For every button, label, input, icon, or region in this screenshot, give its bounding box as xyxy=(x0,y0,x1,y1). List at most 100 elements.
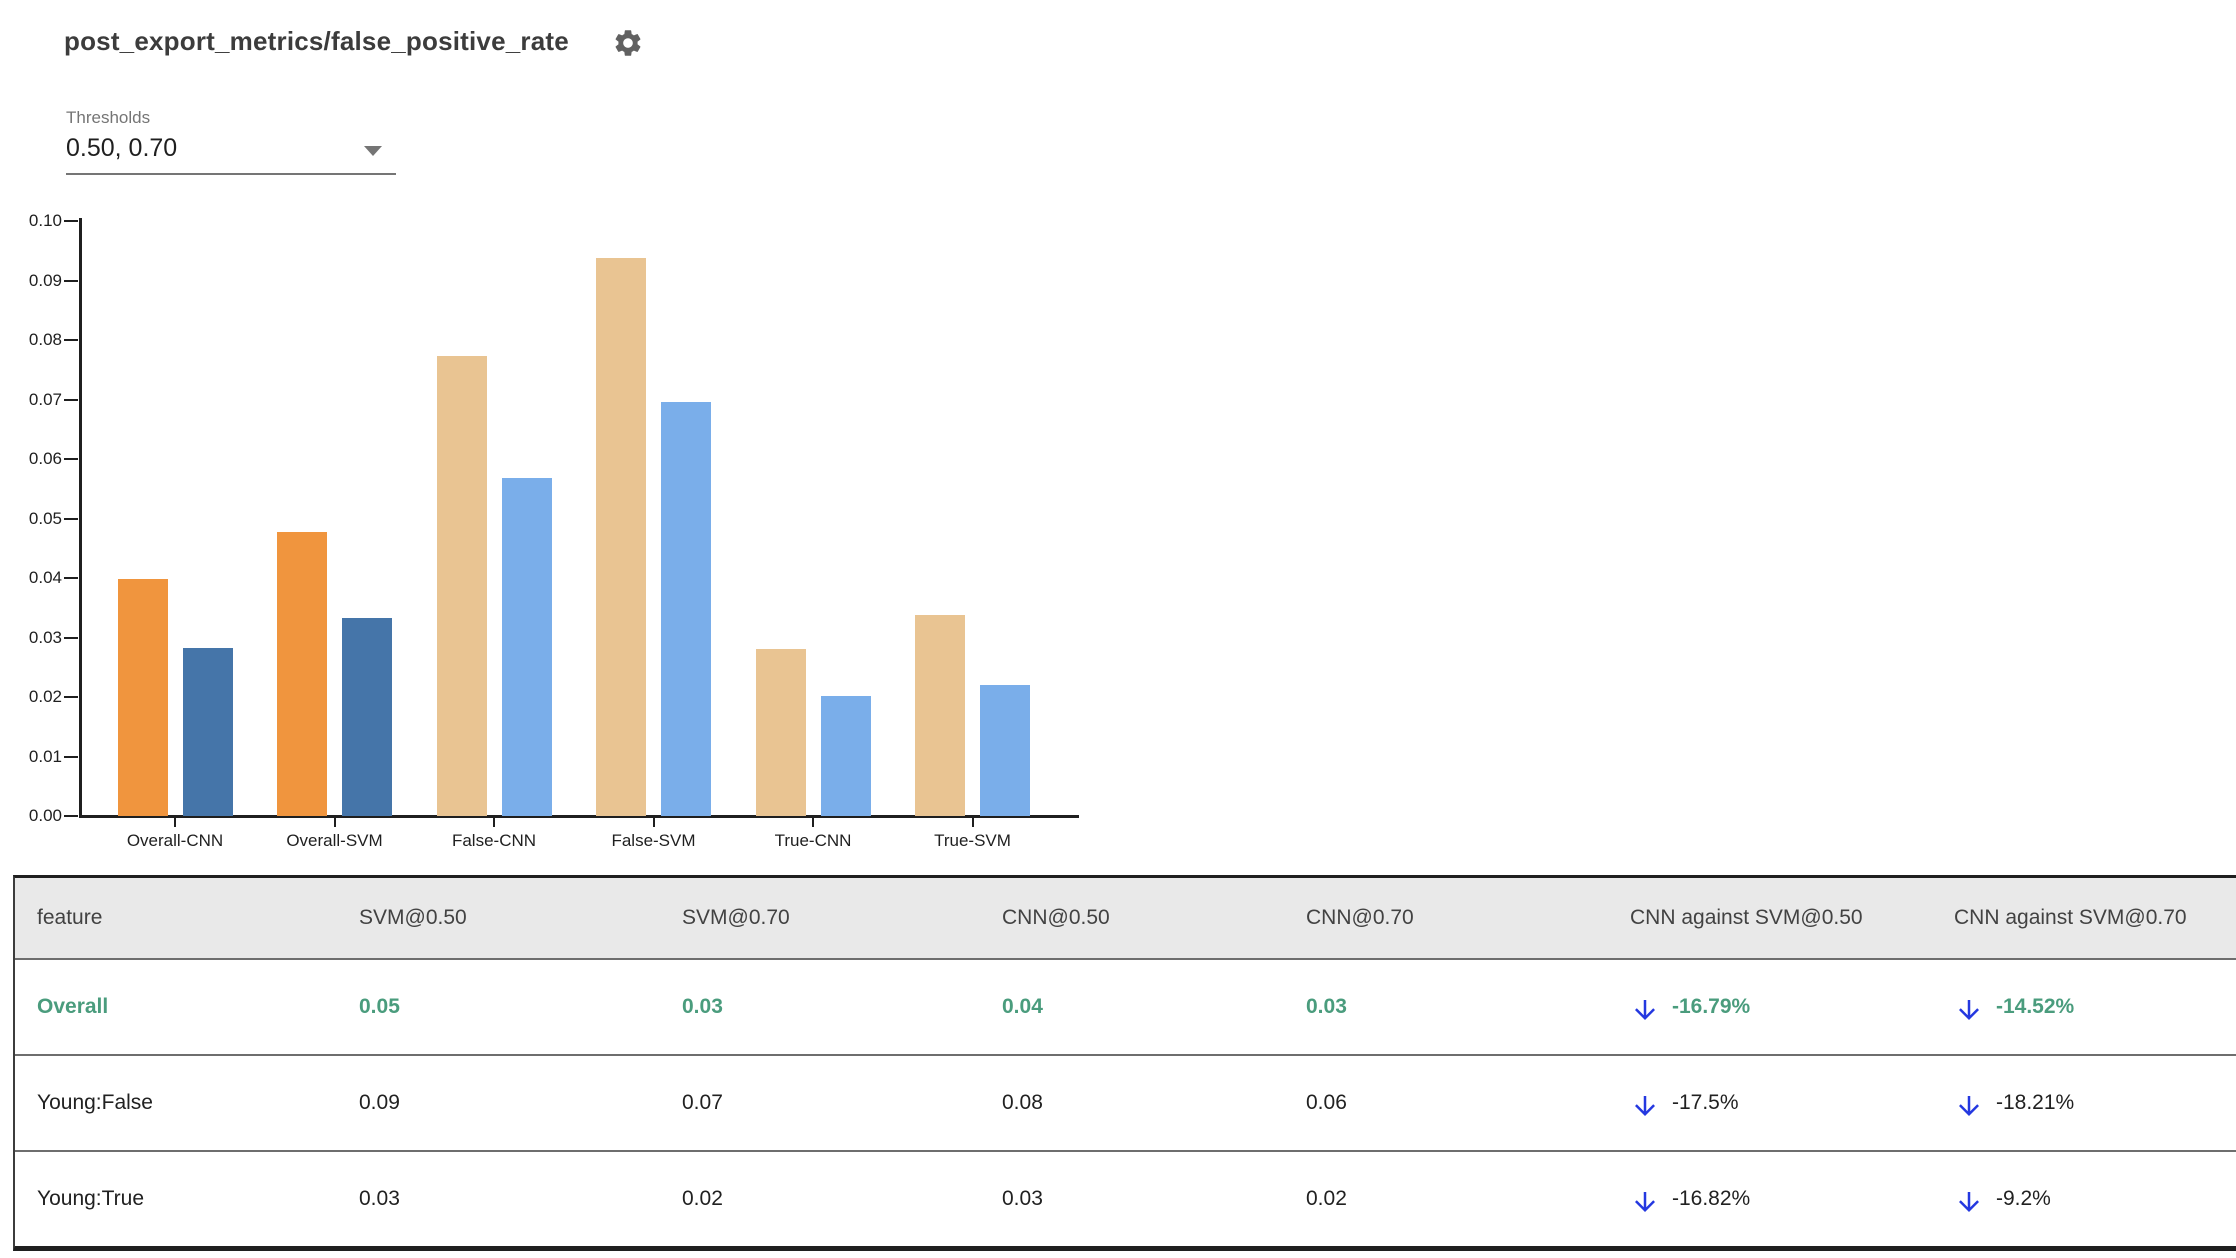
column-header-cnn-vs-svm-070: CNN against SVM@0.70 xyxy=(1954,906,2187,929)
comparison-cell: -17.5% xyxy=(1608,1085,1932,1121)
y-axis-label: 0.08 xyxy=(28,330,62,349)
y-axis-label: 0.10 xyxy=(28,211,62,230)
bar-overall-svm-threshold-0.50[interactable] xyxy=(277,532,327,816)
value-cell: 0.05 xyxy=(359,995,400,1018)
table-header-row: feature SVM@0.50 SVM@0.70 CNN@0.50 CNN@0… xyxy=(15,878,2236,960)
y-axis-tick xyxy=(64,517,78,520)
y-axis-label: 0.01 xyxy=(28,746,62,766)
bar-false-cnn-threshold-0.50[interactable] xyxy=(436,356,487,816)
arrow-down-icon xyxy=(1630,1181,1660,1217)
table-row-overall: Overall 0.05 0.03 0.04 0.03 -16.79% -14.… xyxy=(15,960,2236,1056)
thresholds-control: Thresholds 0.50, 0.70 xyxy=(66,108,396,175)
column-header-svm-070: SVM@0.70 xyxy=(682,906,790,929)
metrics-table: feature SVM@0.50 SVM@0.70 CNN@0.50 CNN@0… xyxy=(13,875,2236,1251)
x-axis-tick xyxy=(493,818,495,827)
column-header-cnn-vs-svm-050: CNN against SVM@0.50 xyxy=(1630,906,1863,929)
value-cell: 0.03 xyxy=(1002,1187,1043,1210)
bar-false-cnn-threshold-0.70[interactable] xyxy=(501,478,552,816)
comparison-cell: -16.79% xyxy=(1608,989,1932,1025)
chevron-down-icon xyxy=(364,146,382,156)
x-axis-label: Overall-CNN xyxy=(126,831,224,850)
value-cell: 0.06 xyxy=(1306,1091,1347,1114)
y-axis-label: 0.03 xyxy=(28,627,62,647)
y-axis-line xyxy=(79,218,82,818)
arrow-down-icon xyxy=(1954,989,1984,1025)
value-cell: 0.07 xyxy=(682,1091,723,1114)
comparison-percent: -9.2% xyxy=(1996,1187,2051,1210)
value-cell: 0.02 xyxy=(682,1187,723,1210)
value-cell: 0.04 xyxy=(1002,995,1043,1018)
comparison-cell: -9.2% xyxy=(1932,1181,2236,1217)
table-row-young-false: Young:False 0.09 0.07 0.08 0.06 -17.5% -… xyxy=(15,1056,2236,1152)
settings-button[interactable] xyxy=(611,27,645,61)
feature-cell: Overall xyxy=(37,995,109,1018)
column-header-cnn-050: CNN@0.50 xyxy=(1002,906,1110,929)
x-axis-label: False-CNN xyxy=(451,831,537,850)
column-header-svm-050: SVM@0.50 xyxy=(359,906,467,929)
bar-overall-svm-threshold-0.70[interactable] xyxy=(342,618,392,816)
bar-true-svm-threshold-0.50[interactable] xyxy=(915,615,965,816)
y-axis-label: 0.02 xyxy=(28,687,62,706)
y-axis-tick xyxy=(64,339,78,341)
comparison-cell: -14.52% xyxy=(1932,989,2236,1025)
column-header-cnn-070: CNN@0.70 xyxy=(1306,906,1414,929)
table-row-young-true: Young:True 0.03 0.02 0.03 0.02 -16.82% -… xyxy=(15,1152,2236,1246)
value-cell: 0.03 xyxy=(1306,995,1347,1018)
bar-true-cnn-threshold-0.70[interactable] xyxy=(820,696,871,816)
y-axis-label: 0.05 xyxy=(28,508,62,528)
feature-cell: Young:True xyxy=(37,1187,145,1210)
x-axis-tick xyxy=(812,818,814,827)
x-axis-label: True-CNN xyxy=(774,831,852,850)
gear-icon xyxy=(612,30,644,62)
y-axis-tick xyxy=(64,220,78,222)
y-axis-tick xyxy=(64,636,78,639)
column-header-feature: feature xyxy=(37,906,103,929)
x-axis-label: True-SVM xyxy=(934,831,1011,850)
y-axis-tick xyxy=(64,696,78,698)
thresholds-dropdown[interactable]: 0.50, 0.70 xyxy=(66,134,396,175)
x-axis-label: Overall-SVM xyxy=(286,831,383,850)
value-cell: 0.09 xyxy=(359,1091,400,1114)
y-axis-label: 0.04 xyxy=(28,568,62,587)
comparison-percent: -17.5% xyxy=(1672,1091,1739,1114)
y-axis-label: 0.00 xyxy=(28,806,62,825)
bar-overall-cnn-threshold-0.50[interactable] xyxy=(117,579,168,816)
metric-title: post_export_metrics/false_positive_rate xyxy=(64,26,569,56)
value-cell: 0.08 xyxy=(1002,1091,1043,1114)
x-axis-label: False-SVM xyxy=(611,831,696,850)
bar-false-svm-threshold-0.70[interactable] xyxy=(661,402,711,816)
y-axis-tick xyxy=(64,577,78,579)
bar-overall-cnn-threshold-0.70[interactable] xyxy=(182,648,233,816)
y-axis-tick xyxy=(64,458,78,460)
bar-true-svm-threshold-0.70[interactable] xyxy=(980,685,1030,816)
comparison-percent: -14.52% xyxy=(1996,995,2075,1018)
comparison-cell: -18.21% xyxy=(1932,1085,2236,1121)
bar-chart: 0.00 0.01 0.02 0.03 0.04 0.05 0.06 0.07 0.08 0.09… xyxy=(0,0,1150,880)
bar-false-svm-threshold-0.50[interactable] xyxy=(596,258,646,816)
comparison-cell: -16.82% xyxy=(1608,1181,1932,1217)
comparison-percent: -16.82% xyxy=(1672,1187,1751,1210)
x-axis-tick xyxy=(971,818,974,827)
value-cell: 0.03 xyxy=(359,1187,400,1210)
x-axis-tick xyxy=(174,818,176,827)
y-axis-label: 0.09 xyxy=(28,270,62,290)
comparison-percent: -18.21% xyxy=(1996,1091,2075,1114)
y-axis-tick xyxy=(64,815,78,817)
comparison-percent: -16.79% xyxy=(1672,995,1751,1018)
y-axis-tick xyxy=(64,398,78,401)
arrow-down-icon xyxy=(1954,1181,1984,1217)
feature-cell: Young:False xyxy=(37,1091,153,1114)
y-axis-tick xyxy=(64,755,78,758)
bar-true-cnn-threshold-0.50[interactable] xyxy=(755,649,806,816)
x-axis-line xyxy=(79,815,1079,818)
arrow-down-icon xyxy=(1630,1085,1660,1121)
value-cell: 0.03 xyxy=(682,995,723,1018)
arrow-down-icon xyxy=(1954,1085,1984,1121)
arrow-down-icon xyxy=(1630,989,1660,1025)
y-axis-tick xyxy=(64,279,78,282)
y-axis-label: 0.07 xyxy=(28,389,62,409)
x-axis-tick xyxy=(333,818,336,827)
value-cell: 0.02 xyxy=(1306,1187,1347,1210)
thresholds-label: Thresholds xyxy=(66,108,151,127)
